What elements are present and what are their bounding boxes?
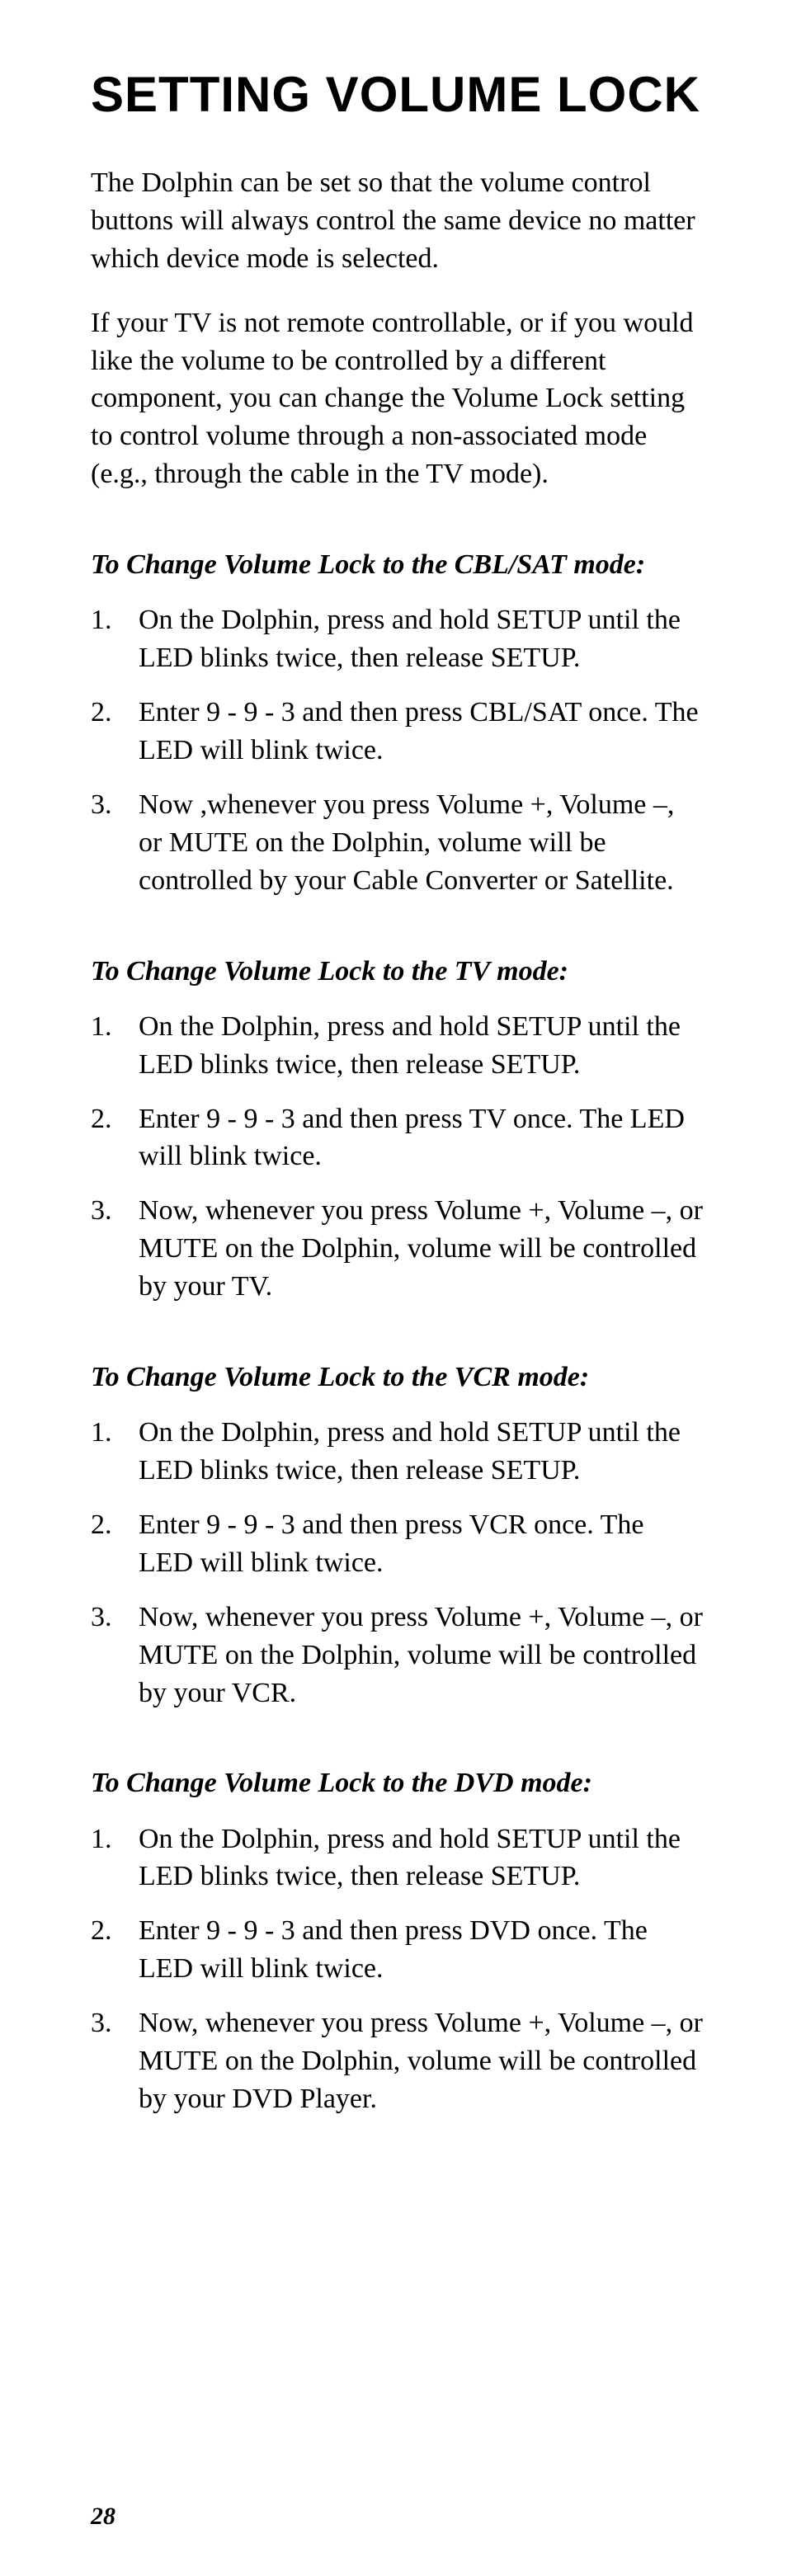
intro-paragraph: If your TV is not remote controllable, o… [91,304,705,493]
page-number: 28 [91,2503,115,2531]
section-heading: To Change Volume Lock to the CBL/SAT mod… [91,547,705,583]
section-vcr: To Change Volume Lock to the VCR mode: O… [91,1359,705,1712]
step-item: Enter 9 - 9 - 3 and then press VCR once.… [91,1506,705,1582]
section-heading: To Change Volume Lock to the VCR mode: [91,1359,705,1396]
step-item: Enter 9 - 9 - 3 and then press TV once. … [91,1100,705,1176]
step-item: On the Dolphin, press and hold SETUP unt… [91,1820,705,1896]
intro-paragraph: The Dolphin can be set so that the volum… [91,164,705,278]
step-item: Now, whenever you press Volume +, Volume… [91,2004,705,2118]
step-item: Enter 9 - 9 - 3 and then press DVD once.… [91,1912,705,1988]
step-item: Now, whenever you press Volume +, Volume… [91,1599,705,1712]
section-dvd: To Change Volume Lock to the DVD mode: O… [91,1765,705,2117]
step-list: On the Dolphin, press and hold SETUP unt… [91,1820,705,2118]
step-item: On the Dolphin, press and hold SETUP unt… [91,1008,705,1084]
step-item: On the Dolphin, press and hold SETUP unt… [91,1414,705,1490]
step-item: On the Dolphin, press and hold SETUP unt… [91,601,705,677]
step-item: Now ,whenever you press Volume +, Volume… [91,786,705,900]
step-list: On the Dolphin, press and hold SETUP unt… [91,1414,705,1712]
section-cbl-sat: To Change Volume Lock to the CBL/SAT mod… [91,547,705,899]
step-list: On the Dolphin, press and hold SETUP unt… [91,1008,705,1306]
step-item: Enter 9 - 9 - 3 and then press CBL/SAT o… [91,694,705,770]
section-heading: To Change Volume Lock to the TV mode: [91,954,705,990]
page-title: SETTING VOLUME LOCK [91,66,705,123]
section-tv: To Change Volume Lock to the TV mode: On… [91,954,705,1306]
step-item: Now, whenever you press Volume +, Volume… [91,1192,705,1306]
step-list: On the Dolphin, press and hold SETUP unt… [91,601,705,899]
section-heading: To Change Volume Lock to the DVD mode: [91,1765,705,1801]
